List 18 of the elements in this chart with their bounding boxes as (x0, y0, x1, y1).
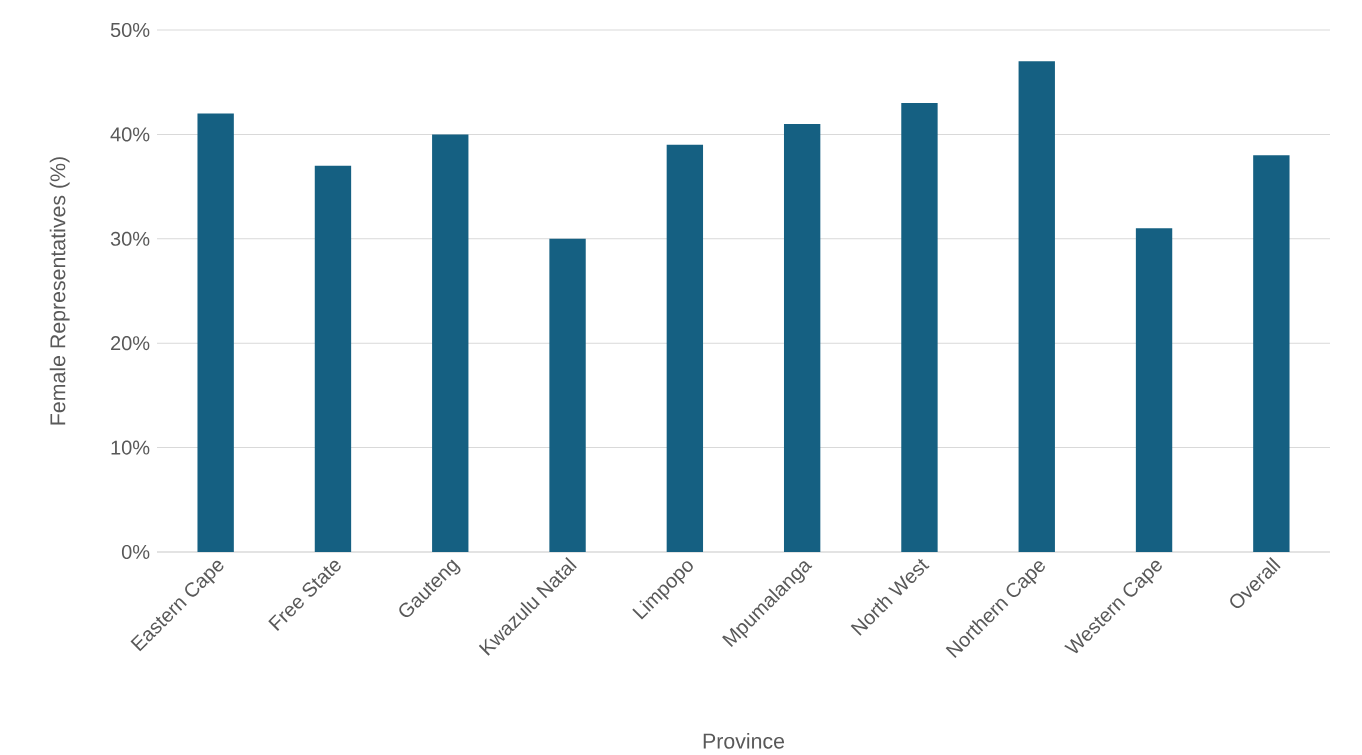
y-tick-label: 10% (111, 440, 150, 455)
bar (1253, 155, 1290, 552)
y-axis-title: Female Representatives (%) (49, 157, 70, 425)
y-tick-label: 0% (121, 544, 150, 560)
bar (666, 144, 704, 552)
bar (901, 103, 938, 552)
bar (1018, 61, 1055, 552)
bar (432, 134, 469, 552)
bar (314, 165, 352, 552)
bar (549, 238, 586, 552)
y-tick-label: 20% (111, 336, 150, 351)
bar (1135, 228, 1173, 552)
y-tick-label: 50% (110, 22, 150, 38)
y-tick-label: 30% (110, 231, 150, 246)
bar (783, 123, 821, 552)
bar (197, 113, 234, 552)
y-tick-label: 40% (110, 127, 150, 142)
x-axis-title: Province (703, 732, 785, 749)
